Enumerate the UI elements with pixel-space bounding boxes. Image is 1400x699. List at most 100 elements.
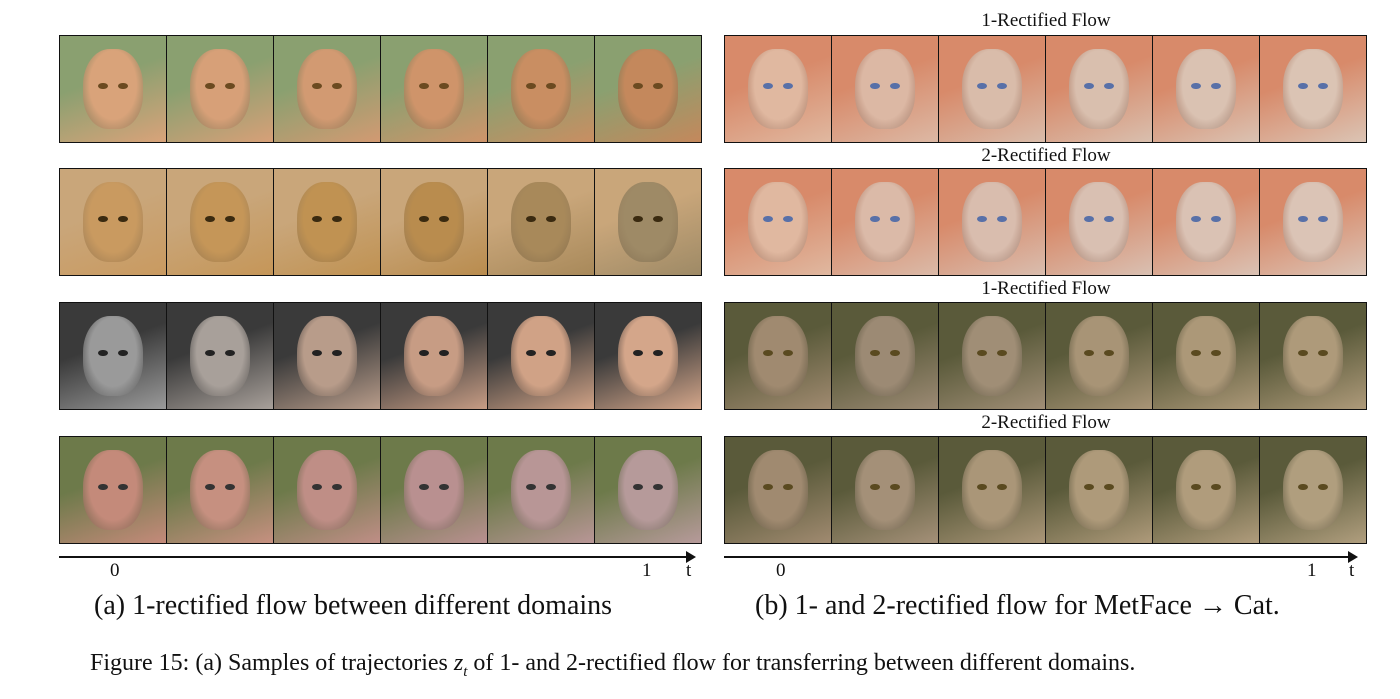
face-shape (83, 449, 143, 531)
metface-to-cat-1rf-a-frame-1 (832, 36, 939, 142)
face-shape (748, 449, 808, 531)
eye-r (118, 349, 128, 356)
bw-portrait-to-color-frame-4 (488, 303, 595, 409)
eye-l (1191, 82, 1201, 89)
eye-r (546, 349, 556, 356)
face-shape (1069, 48, 1129, 130)
face-shape (618, 48, 678, 130)
eye-l (633, 82, 643, 89)
eye-l (526, 483, 536, 490)
eye-l (419, 215, 429, 222)
eye-r (332, 349, 342, 356)
eye-r (997, 215, 1007, 222)
face-shape (190, 315, 250, 397)
eye-r (225, 215, 235, 222)
left-strip-2 (59, 168, 702, 276)
eye-l (205, 215, 215, 222)
eye-r (1211, 82, 1221, 89)
eye-r (783, 215, 793, 222)
eye-l (1084, 349, 1094, 356)
face-shape (618, 449, 678, 531)
time-axis-right (724, 551, 1358, 563)
eye-l (1084, 82, 1094, 89)
eye-r (1104, 483, 1114, 490)
metface-to-cat-1rf-b-frame-1 (832, 303, 939, 409)
axis-left-var: t (686, 560, 692, 581)
metface-to-cat-2rf-a-frame-1 (832, 169, 939, 275)
cat-to-cheetah-frame-2 (274, 36, 381, 142)
eye-l (1298, 483, 1308, 490)
axis-right-var: t (1349, 560, 1355, 581)
cheetah-to-tabby-frame-5 (595, 169, 701, 275)
eye-l (312, 483, 322, 490)
face-shape (962, 449, 1022, 531)
cheetah-to-tabby-frame-0 (60, 169, 167, 275)
face-shape (404, 181, 464, 263)
face-shape (1069, 449, 1129, 531)
face-shape (297, 449, 357, 531)
bw-portrait-to-color-frame-2 (274, 303, 381, 409)
eye-l (870, 483, 880, 490)
eye-r (225, 349, 235, 356)
granny-to-cat-frame-4 (488, 437, 595, 543)
eye-r (439, 215, 449, 222)
subcaption-b: (b) 1- and 2-rectified flow for MetFace … (755, 590, 1280, 621)
eye-l (763, 349, 773, 356)
metface-to-cat-2rf-a-frame-4 (1153, 169, 1260, 275)
bw-portrait-to-color-frame-0 (60, 303, 167, 409)
eye-l (1298, 82, 1308, 89)
eye-l (1298, 349, 1308, 356)
cheetah-to-tabby-frame-3 (381, 169, 488, 275)
face-shape (618, 181, 678, 263)
axis-left-end-tick: 1 (642, 560, 652, 581)
face-shape (83, 181, 143, 263)
eye-r (1318, 483, 1328, 490)
metface-to-cat-1rf-a-frame-0 (725, 36, 832, 142)
face-shape (511, 48, 571, 130)
face-shape (855, 48, 915, 130)
cheetah-to-tabby-frame-1 (167, 169, 274, 275)
left-strip-4 (59, 436, 702, 544)
face-shape (83, 48, 143, 130)
eye-l (977, 483, 987, 490)
face-shape (962, 48, 1022, 130)
eye-l (419, 82, 429, 89)
cat-to-cheetah-frame-3 (381, 36, 488, 142)
face-shape (1069, 315, 1129, 397)
metface-to-cat-1rf-a-frame-5 (1260, 36, 1366, 142)
cheetah-to-tabby-frame-4 (488, 169, 595, 275)
eye-l (526, 349, 536, 356)
eye-l (526, 215, 536, 222)
face-shape (404, 48, 464, 130)
subcaption-a: (a) 1-rectified flow between different d… (94, 590, 613, 621)
face-shape (1176, 48, 1236, 130)
eye-l (633, 215, 643, 222)
eye-l (1191, 215, 1201, 222)
eye-l (526, 82, 536, 89)
metface-to-cat-2rf-a-frame-5 (1260, 169, 1366, 275)
metface-to-cat-1rf-b-frame-0 (725, 303, 832, 409)
eye-r (546, 82, 556, 89)
cat-to-cheetah-frame-0 (60, 36, 167, 142)
metface-to-cat-1rf-a-frame-4 (1153, 36, 1260, 142)
figure-caption: Figure 15: (a) Samples of trajectories z… (90, 650, 1135, 681)
eye-l (977, 82, 987, 89)
face-shape (855, 181, 915, 263)
eye-r (118, 483, 128, 490)
eye-r (118, 215, 128, 222)
eye-l (205, 82, 215, 89)
eye-l (1191, 349, 1201, 356)
time-axis-left (59, 551, 696, 563)
face-shape (1283, 315, 1343, 397)
bw-portrait-to-color-frame-1 (167, 303, 274, 409)
face-shape (511, 449, 571, 531)
metface-to-cat-2rf-b-frame-5 (1260, 437, 1366, 543)
row-label-3: 1-Rectified Flow (981, 278, 1111, 299)
eye-r (653, 215, 663, 222)
face-shape (511, 181, 571, 263)
eye-l (98, 349, 108, 356)
eye-r (118, 82, 128, 89)
eye-r (653, 349, 663, 356)
face-shape (297, 48, 357, 130)
eye-l (312, 349, 322, 356)
